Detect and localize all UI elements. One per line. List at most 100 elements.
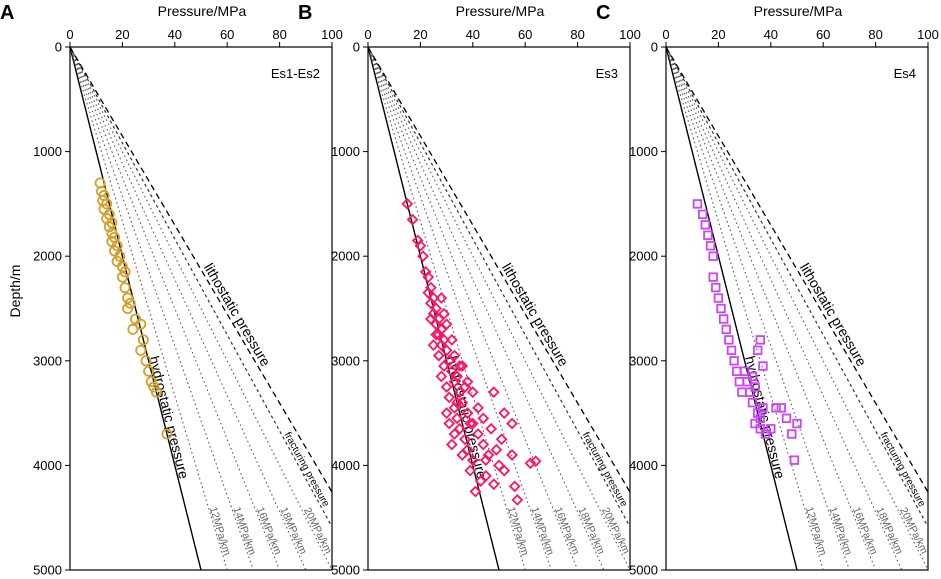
data-point: [766, 424, 776, 434]
data-point: [487, 386, 500, 399]
reference-lines: [70, 47, 332, 570]
data-point: [482, 449, 495, 461]
x-tick-label: 100: [321, 27, 343, 42]
x-axis-title: Pressure/MPa: [158, 3, 247, 19]
data-point: [781, 413, 792, 424]
data-point: [758, 403, 768, 413]
data-point: [477, 438, 490, 451]
line-label: 14MPa/km: [230, 505, 258, 557]
y-tick-label: 3000: [629, 353, 658, 368]
data-point: [758, 361, 768, 371]
data-point: [119, 282, 131, 294]
x-tick-label: 0: [662, 27, 669, 42]
data-point: [419, 266, 432, 278]
formation-label: Es1-Es2: [271, 66, 320, 81]
x-tick-label: 0: [364, 27, 371, 42]
data-point: [469, 485, 482, 498]
data-point: [705, 241, 716, 251]
line-20mpa-km: [70, 47, 332, 570]
data-point: [464, 464, 477, 477]
data-point: [474, 475, 487, 487]
data-points: [94, 177, 173, 440]
data-point: [430, 302, 442, 315]
data-point: [529, 455, 542, 468]
line-18mpa-km: [666, 47, 903, 570]
data-point: [432, 349, 445, 362]
data-point: [485, 422, 498, 435]
data-point: [787, 429, 797, 439]
data-point: [448, 428, 461, 440]
y-tick-label: 0: [651, 40, 658, 55]
line-label: fracturing pressure: [580, 430, 630, 509]
line-label: 12MPa/km: [207, 505, 233, 557]
data-point: [716, 303, 726, 314]
data-point: [445, 438, 458, 451]
data-point: [116, 271, 128, 283]
formation-label: Es4: [894, 66, 916, 81]
data-point: [445, 334, 458, 346]
line-label: 12MPa/km: [803, 505, 829, 557]
data-point: [150, 386, 162, 398]
data-point: [480, 454, 492, 467]
data-point: [438, 307, 450, 320]
y-tick-label: 0: [353, 40, 360, 55]
data-point: [466, 417, 479, 430]
data-point: [771, 403, 781, 413]
data-point: [425, 313, 437, 325]
line-fracturing-pressure: [666, 47, 928, 529]
data-point: [718, 314, 729, 324]
x-tick-label: 20: [711, 27, 725, 42]
data-point: [711, 282, 721, 293]
line-12mpa-km: [368, 47, 526, 570]
data-point: [440, 381, 453, 393]
data-point: [427, 339, 440, 351]
line-16mpa-km: [70, 47, 281, 570]
line-18mpa-km: [368, 47, 605, 570]
data-point: [789, 455, 800, 465]
data-point: [422, 271, 435, 283]
plot-frame: [69, 46, 333, 571]
data-point: [747, 371, 758, 382]
x-tick-label: 100: [917, 27, 939, 42]
data-points: [692, 199, 802, 465]
data-point: [451, 412, 463, 425]
data-point: [122, 292, 134, 304]
y-tick-label: 2000: [331, 249, 360, 264]
y-tick-label: 1000: [33, 144, 62, 159]
formation-label: Es3: [596, 66, 618, 81]
data-point: [737, 387, 747, 397]
data-point: [464, 417, 477, 430]
line-hydrostatic-pressure: [70, 47, 202, 570]
x-tick-label: 60: [816, 27, 830, 42]
data-point: [401, 198, 414, 210]
data-point: [708, 251, 718, 261]
data-point: [697, 209, 708, 220]
data-point: [713, 293, 724, 303]
data-point: [459, 433, 471, 446]
x-tick-label: 80: [570, 27, 584, 42]
data-point: [140, 355, 152, 367]
data-point: [438, 334, 450, 346]
data-point: [734, 377, 745, 387]
data-point: [792, 418, 802, 429]
x-axis-title: Pressure/MPa: [456, 3, 545, 19]
data-point: [461, 407, 474, 419]
data-point: [411, 234, 424, 247]
data-point: [739, 366, 750, 376]
data-point: [466, 454, 479, 467]
data-point: [511, 494, 524, 506]
x-tick-label: 20: [413, 27, 427, 42]
line-label: 14MPa/km: [528, 505, 556, 557]
data-point: [111, 240, 123, 252]
line-18mpa-km: [70, 47, 307, 570]
line-lithostatic-pressure: [666, 47, 928, 494]
data-point: [466, 386, 479, 399]
panel-c: 0 20 40 60 80 100010002000300040005000Pressur…: [596, 2, 939, 578]
data-point: [440, 318, 453, 331]
line-20mpa-km: [368, 47, 630, 570]
data-point: [724, 335, 734, 345]
line-label: fracturing pressure: [282, 430, 332, 509]
data-point: [438, 360, 450, 372]
data-point: [753, 345, 763, 356]
x-tick-label: 20: [115, 27, 129, 42]
